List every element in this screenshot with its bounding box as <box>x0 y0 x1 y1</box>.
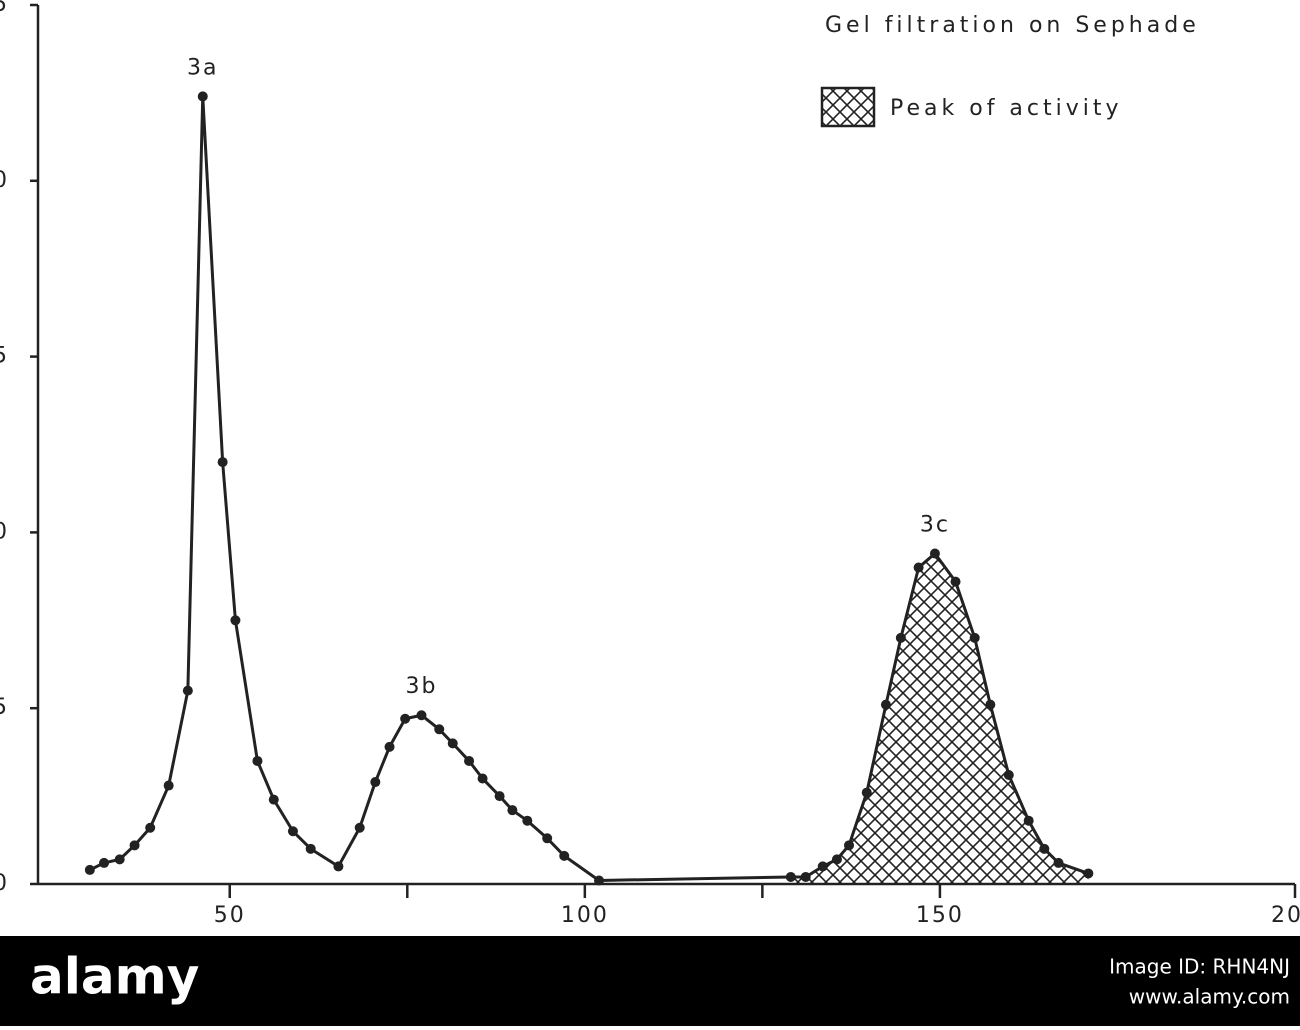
data-point <box>861 787 872 798</box>
x-tick-label: 50 <box>214 903 246 928</box>
data-point <box>895 632 906 643</box>
data-point <box>416 710 427 721</box>
data-point <box>1053 857 1064 868</box>
y-tick-label: 0 <box>0 871 9 896</box>
x-tick-label: 200 <box>1271 903 1300 928</box>
data-point <box>197 91 208 102</box>
legend-swatch <box>820 86 876 128</box>
data-point <box>305 843 316 854</box>
logo: alamy <box>30 948 199 1006</box>
data-point <box>252 755 263 766</box>
data-point <box>507 805 518 816</box>
data-point <box>354 822 365 833</box>
y-tick-label: 2.5 <box>0 0 9 17</box>
data-point <box>400 713 411 724</box>
data-point <box>99 857 110 868</box>
y-tick-label: 1.5 <box>0 344 9 369</box>
data-point <box>268 794 279 805</box>
data-point <box>477 773 488 784</box>
data-point <box>880 699 891 710</box>
data-point <box>800 871 811 882</box>
data-point <box>542 833 553 844</box>
x-tick-label: 100 <box>561 903 609 928</box>
data-point <box>1039 843 1050 854</box>
data-point <box>494 791 505 802</box>
elution-line <box>89 94 1089 882</box>
data-point <box>522 815 533 826</box>
x-tick-label: 150 <box>916 903 964 928</box>
legend-title: Gel filtration on Sephade <box>825 13 1200 38</box>
data-point <box>447 738 458 749</box>
y-tick-label: 1.0 <box>0 519 9 544</box>
data-point <box>985 699 996 710</box>
data-point <box>333 861 344 872</box>
data-point <box>950 576 961 587</box>
data-point <box>844 840 855 851</box>
footer: alamy Image ID: RHN4NJ www.alamy.com <box>0 936 1300 1026</box>
data-point <box>230 615 241 626</box>
data-point <box>817 861 828 872</box>
data-point <box>287 826 298 837</box>
peak-label: 3c <box>920 512 950 537</box>
data-point <box>1083 868 1094 879</box>
url: www.alamy.com <box>1129 985 1290 1009</box>
footer-bar <box>0 936 1300 1026</box>
data-point <box>464 755 475 766</box>
data-point <box>831 854 842 865</box>
data-point <box>370 777 381 788</box>
legend-label: Peak of activity <box>890 96 1123 121</box>
data-point <box>1003 770 1014 781</box>
data-point <box>384 741 395 752</box>
data-point <box>785 871 796 882</box>
data-point <box>84 864 95 875</box>
data-point <box>559 850 570 861</box>
peak-label: 3a <box>187 55 218 80</box>
activity-hatch <box>790 553 1089 884</box>
data-point <box>969 632 980 643</box>
y-tick-label: 2.0 <box>0 168 9 193</box>
data-point <box>163 780 174 791</box>
data-point <box>145 822 156 833</box>
data-point <box>434 724 445 735</box>
data-point <box>217 457 228 468</box>
data-point <box>929 548 940 559</box>
data-point <box>1023 815 1034 826</box>
y-tick-label: .5 <box>0 695 9 720</box>
data-point <box>129 840 140 851</box>
image-id: Image ID: RHN4NJ <box>1109 955 1290 979</box>
peak-label: 3b <box>406 674 438 699</box>
data-point <box>913 562 924 573</box>
data-point <box>182 685 193 696</box>
data-point <box>594 875 605 886</box>
data-point <box>114 854 125 865</box>
